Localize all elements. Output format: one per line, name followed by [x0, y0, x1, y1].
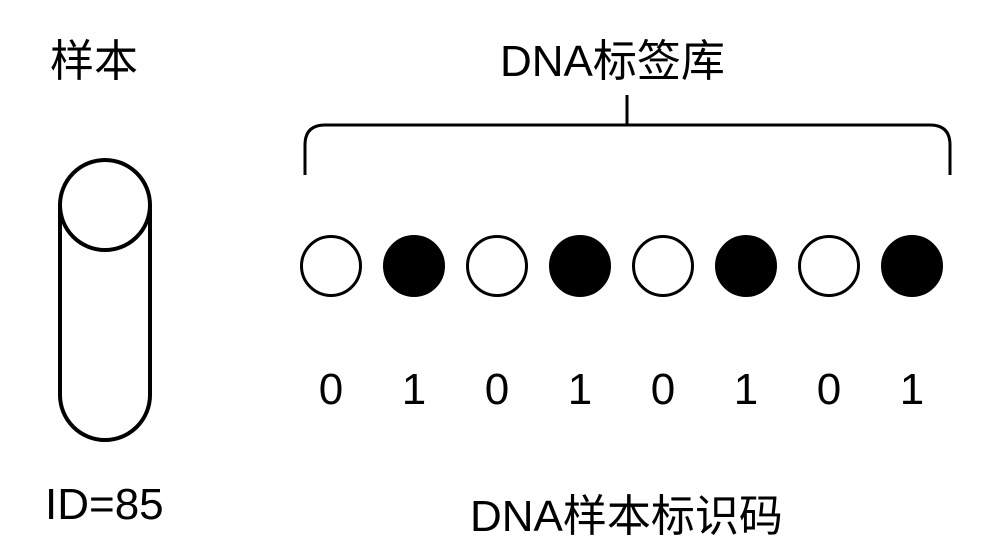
dna-circle-1: [383, 235, 445, 297]
dna-circle-3: [549, 235, 611, 297]
dna-circle-6: [798, 235, 860, 297]
dna-bit-6: 0: [798, 365, 860, 415]
sample-title: 样本: [50, 25, 138, 89]
dna-bit-5: 1: [715, 365, 777, 415]
dna-circle-0: [300, 235, 362, 297]
dna-bit-1: 1: [383, 365, 445, 415]
dna-circle-4: [632, 235, 694, 297]
diagram-container: 样本 DNA标签库 01010101 ID=85 DNA样本标识码: [0, 0, 1000, 547]
dna-bit-7: 1: [881, 365, 943, 415]
dna-bit-3: 1: [549, 365, 611, 415]
dna-bit-4: 0: [632, 365, 694, 415]
dna-circle-5: [715, 235, 777, 297]
dna-bit-2: 0: [466, 365, 528, 415]
sample-tube: [55, 155, 155, 445]
dna-circle-7: [881, 235, 943, 297]
dna-bits-row: 01010101: [300, 365, 943, 415]
dna-bit-0: 0: [300, 365, 362, 415]
library-bracket: [300, 95, 955, 180]
sample-id-label: ID=85: [45, 480, 164, 530]
dna-library-title: DNA标签库: [500, 25, 725, 89]
dna-circles-row: [300, 235, 943, 297]
tube-icon: [55, 155, 155, 445]
bracket-icon: [300, 95, 955, 180]
dna-circle-2: [466, 235, 528, 297]
dna-sample-code-title: DNA样本标识码: [470, 480, 783, 544]
